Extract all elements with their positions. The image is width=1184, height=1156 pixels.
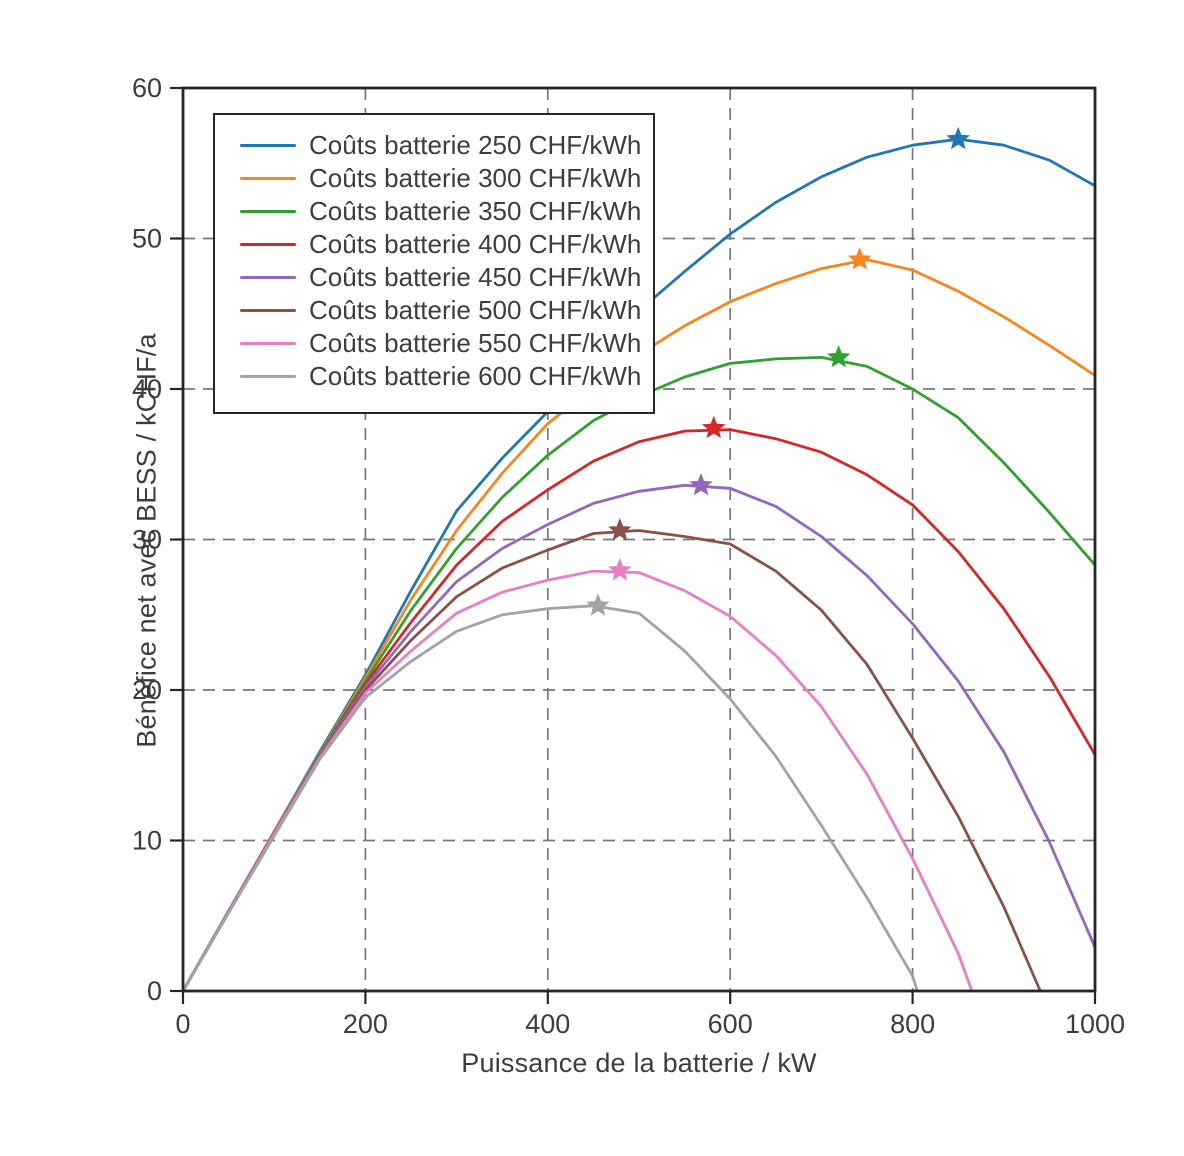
legend-line-swatch [240, 341, 296, 346]
legend-line-swatch [240, 242, 296, 247]
y-tick-label: 50 [132, 224, 162, 254]
x-tick-label: 600 [708, 1009, 753, 1039]
legend-line-swatch [240, 209, 296, 214]
y-tick-label: 40 [132, 374, 162, 404]
peak-marker-4 [702, 415, 726, 439]
y-tick-label: 20 [132, 675, 162, 705]
series-line-7 [181, 569, 974, 993]
legend-label: Coûts batterie 300 CHF/kWh [309, 163, 642, 193]
legend-label: Coûts batterie 500 CHF/kWh [309, 295, 642, 325]
legend-line-swatch [240, 143, 296, 148]
series-line-4 [181, 428, 1097, 993]
x-tick-label: 1000 [1065, 1009, 1125, 1039]
legend-line-swatch [240, 275, 296, 280]
legend-item-5: Coûts batterie 450 CHF/kWh [215, 261, 653, 294]
y-tick-label: 60 [132, 73, 162, 103]
peak-marker-8 [586, 593, 610, 616]
legend-line-swatch [240, 374, 296, 379]
legend-item-2: Coûts batterie 300 CHF/kWh [215, 162, 653, 195]
x-tick-label: 0 [175, 1009, 190, 1039]
y-tick-label: 10 [132, 826, 162, 856]
legend-item-7: Coûts batterie 550 CHF/kWh [215, 327, 653, 360]
legend-label: Coûts batterie 550 CHF/kWh [309, 328, 642, 358]
series-line-3 [181, 355, 1097, 993]
legend-item-4: Coûts batterie 400 CHF/kWh [215, 228, 653, 261]
legend-label: Coûts batterie 400 CHF/kWh [309, 229, 642, 259]
legend-label: Coûts batterie 250 CHF/kWh [309, 130, 642, 160]
peak-marker-7 [608, 558, 632, 581]
x-tick-label: 800 [890, 1009, 935, 1039]
legend-line-swatch [240, 176, 296, 181]
x-axis-label: Puissance de la batterie / kW [461, 1048, 817, 1078]
legend-item-8: Coûts batterie 600 CHF/kWh [215, 360, 653, 393]
legend-label: Coûts batterie 600 CHF/kWh [309, 361, 642, 391]
legend-line-swatch [240, 308, 296, 313]
y-tick-label: 0 [147, 976, 162, 1006]
legend-label: Coûts batterie 450 CHF/kWh [309, 262, 642, 292]
series-line-8 [181, 604, 919, 993]
legend-item-1: Coûts batterie 250 CHF/kWh [215, 129, 653, 162]
legend-label: Coûts batterie 350 CHF/kWh [309, 196, 642, 226]
plot-border [181, 86, 1097, 993]
legend-box: Coûts batterie 250 CHF/kWh Coûts batterie… [213, 113, 655, 414]
series-line-6 [181, 529, 1042, 993]
peak-marker-1 [946, 126, 970, 150]
peak-marker-3 [827, 345, 851, 368]
x-tick-label: 400 [525, 1009, 570, 1039]
y-tick-label: 30 [132, 525, 162, 555]
series-line-5 [181, 483, 1097, 993]
x-tick-label: 200 [343, 1009, 388, 1039]
legend-item-6: Coûts batterie 500 CHF/kWh [215, 294, 653, 327]
legend-item-3: Coûts batterie 350 CHF/kWh [215, 195, 653, 228]
peak-marker-5 [689, 472, 713, 496]
peak-marker-6 [608, 518, 632, 541]
y-axis-label: Bénéfice net avec BESS / kCHF/a [131, 333, 162, 748]
peak-marker-2 [847, 247, 872, 270]
